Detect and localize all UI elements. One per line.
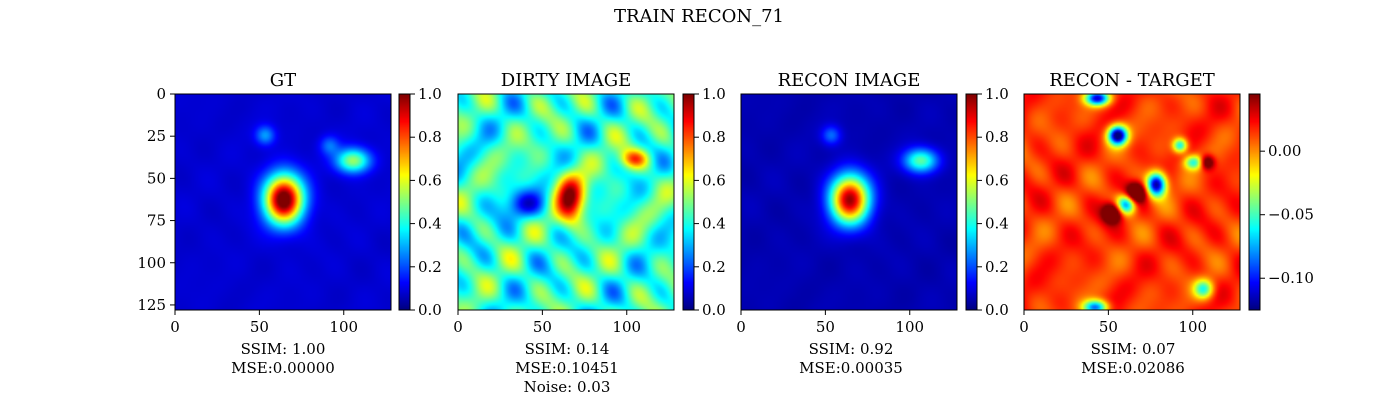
colorbar-tick-label: 0.4 [702,215,726,233]
colorbar-tick-label: 0.2 [418,258,442,276]
panel-4: RECON - TARGET 0 50 100 0.00 −0.05 −0.10 [1019,70,1314,336]
stat-line: SSIM: 0.92 [808,340,894,358]
figure-title: TRAIN RECON_71 [614,6,784,27]
panel-1: GT 0 50 100 0 25 50 75 100 125 0.0 0.2 0.4 0.6 0.8 1.0 [137,70,442,336]
stat-line: MSE:0.02086 [1081,359,1185,377]
x-tick-label: 100 [895,318,924,336]
panel-3: RECON IMAGE 0 50 100 0.0 0.2 0.4 0.6 0.8 1.0 [736,70,1009,336]
colorbar [1249,94,1260,310]
stat-line: MSE:0.00035 [799,359,903,377]
x-tick-label: 50 [1099,318,1118,336]
colorbar [966,94,977,310]
colorbar-tick-label: −0.10 [1268,269,1314,287]
panel-title: RECON IMAGE [778,70,921,91]
colorbar-frame [682,93,695,311]
colorbar-frame [398,93,411,311]
axes-frame [740,93,958,311]
axes-frame [1023,93,1241,311]
colorbar-tick-label: 0.2 [702,258,726,276]
x-tick-label: 100 [329,318,358,336]
colorbar-tick-label: 0.8 [702,128,726,146]
x-tick-label: 50 [533,318,552,336]
y-tick-label: 0 [156,85,166,103]
panel-stats: SSIM: 1.00 MSE:0.00000 [193,340,373,378]
axes-frame [457,93,675,311]
axes-frame [174,93,392,311]
colorbar-tick-label: 0.6 [418,171,442,189]
x-tick-label: 0 [170,318,180,336]
panel-title: RECON - TARGET [1049,70,1215,91]
x-tick-label: 100 [1178,318,1207,336]
colorbar-tick-label: 0.8 [418,128,442,146]
panel-2: DIRTY IMAGE 0 50 100 0.0 0.2 0.4 0.6 0.8 1.0 [453,70,726,336]
colorbar-tick-label: 1.0 [985,85,1009,103]
colorbar-tick-label: 0.0 [418,301,442,319]
stat-line: SSIM: 0.14 [524,340,610,358]
panel-title: DIRTY IMAGE [501,70,631,91]
y-tick-label: 100 [137,254,166,272]
colorbar-tick-label: 0.2 [985,258,1009,276]
panel-stats: SSIM: 0.14 MSE:0.10451 Noise: 0.03 [477,340,657,397]
colorbar-frame [965,93,978,311]
stat-line: MSE:0.00000 [231,359,335,377]
heatmap-image [458,94,674,310]
panel-title: GT [270,70,296,91]
y-tick-label: 50 [147,169,166,187]
x-tick-label: 50 [816,318,835,336]
colorbar-tick-label: 0.0 [702,301,726,319]
heatmap-image [1024,94,1240,310]
colorbar-tick-label: 0.0 [985,301,1009,319]
colorbar [683,94,694,310]
colorbar-tick-label: 0.8 [985,128,1009,146]
stat-line: Noise: 0.03 [523,378,611,396]
colorbar-tick-label: 0.00 [1268,142,1301,160]
colorbar-tick-label: 0.6 [702,171,726,189]
x-tick-label: 0 [736,318,746,336]
colorbar-tick-label: 1.0 [418,85,442,103]
heatmap-image [741,94,957,310]
y-tick-label: 125 [137,296,166,314]
colorbar-tick-label: 0.4 [985,215,1009,233]
colorbar-tick-label: −0.05 [1268,206,1314,224]
colorbar [399,94,410,310]
colorbar-frame [1248,93,1261,311]
stat-line: MSE:0.10451 [515,359,619,377]
x-tick-label: 50 [250,318,269,336]
y-tick-label: 25 [147,127,166,145]
colorbar-tick-label: 0.6 [985,171,1009,189]
stat-line: SSIM: 0.07 [1090,340,1176,358]
x-tick-label: 0 [1019,318,1029,336]
x-tick-label: 100 [612,318,641,336]
colorbar-tick-label: 1.0 [702,85,726,103]
panel-stats: SSIM: 0.07 MSE:0.02086 [1043,340,1223,378]
x-tick-label: 0 [453,318,463,336]
heatmap-image [175,94,391,310]
panel-stats: SSIM: 0.92 MSE:0.00035 [761,340,941,378]
stat-line: SSIM: 1.00 [240,340,326,358]
y-tick-label: 75 [147,212,166,230]
colorbar-tick-label: 0.4 [418,215,442,233]
